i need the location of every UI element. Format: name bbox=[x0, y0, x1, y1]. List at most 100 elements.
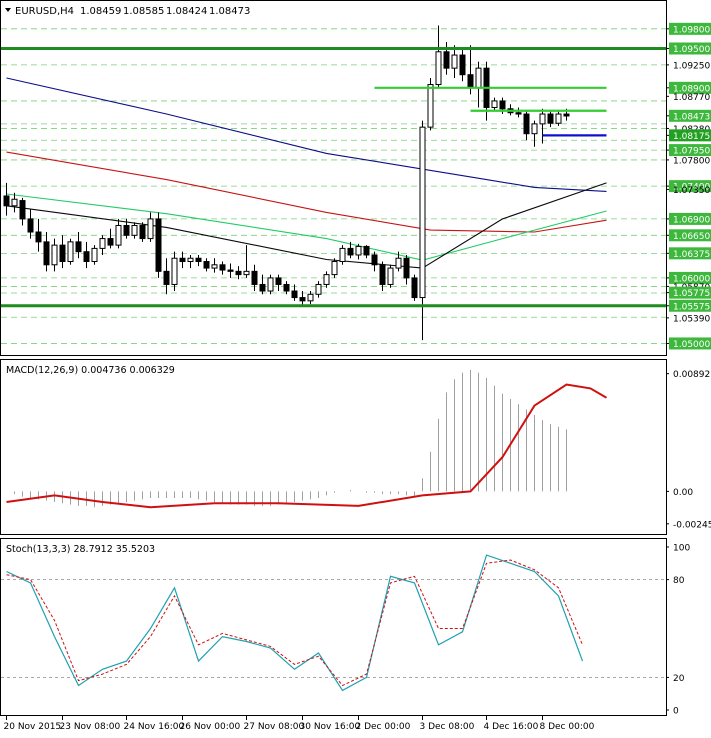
candle-body bbox=[443, 51, 450, 69]
candle-body bbox=[235, 270, 242, 276]
candle-body bbox=[179, 257, 186, 263]
price-tick-highlight bbox=[669, 180, 711, 193]
candle-body bbox=[211, 264, 218, 269]
time-tick-label: 27 Nov 08:00 bbox=[244, 722, 305, 732]
candle-body bbox=[355, 245, 362, 256]
candle-body bbox=[259, 283, 266, 292]
symbol-dropdown-icon[interactable] bbox=[5, 8, 11, 12]
macd-tick-label: -0.002455 bbox=[673, 520, 711, 530]
time-tick-label: 30 Nov 16:00 bbox=[300, 722, 361, 732]
candle-body bbox=[155, 218, 162, 272]
candle-body bbox=[251, 270, 258, 285]
macd-axis: 0.00892 0.00 -0.002455 bbox=[666, 370, 711, 530]
candle-body bbox=[499, 100, 506, 110]
price-tick-label: 1.06650 bbox=[673, 232, 710, 242]
candle-body bbox=[115, 224, 122, 246]
price-tick-label: 1.07400 bbox=[673, 183, 710, 193]
candle-body bbox=[195, 257, 202, 263]
candle-body bbox=[163, 270, 170, 285]
price-tick-label: 1.05390 bbox=[673, 314, 710, 324]
stochastic-label: Stoch(13,3,3) 28.7912 35.5203 bbox=[6, 544, 155, 555]
macd-label: MACD(12,26,9) 0.004736 0.006329 bbox=[6, 365, 175, 376]
candle-body bbox=[403, 257, 410, 279]
price-tick-label: 1.05575 bbox=[673, 302, 710, 312]
candle-body bbox=[43, 241, 50, 266]
candle-body bbox=[371, 254, 378, 266]
macd-tick-label: 0.00 bbox=[673, 488, 693, 498]
candle-body bbox=[267, 277, 274, 292]
price-tick-label: 1.05000 bbox=[673, 340, 710, 350]
price-tick-label: 1.06900 bbox=[673, 215, 710, 225]
candle-body bbox=[363, 245, 370, 256]
candle-body bbox=[347, 247, 354, 256]
price-tick-highlight bbox=[669, 286, 711, 299]
stoch-panel-frame bbox=[0, 538, 667, 716]
symbol-label: EURUSD,H4 bbox=[15, 6, 74, 17]
candle-body bbox=[219, 264, 226, 271]
candle-body bbox=[91, 247, 98, 263]
candle-body bbox=[291, 290, 298, 299]
candle-body bbox=[451, 54, 458, 69]
horizontal-levels bbox=[1, 46, 666, 308]
candle-body bbox=[427, 84, 434, 128]
candle-body bbox=[275, 277, 282, 285]
time-tick-label: 26 Nov 00:00 bbox=[180, 722, 241, 732]
price-tick-highlight bbox=[669, 247, 711, 260]
candle-body bbox=[75, 241, 82, 253]
time-tick-label: 4 Dec 16:00 bbox=[484, 722, 539, 732]
time-tick-label: 8 Dec 00:00 bbox=[540, 722, 595, 732]
candle-body bbox=[523, 113, 530, 135]
low-value: 1.08424 bbox=[166, 6, 207, 17]
price-tick-label: 1.08473 bbox=[673, 112, 710, 122]
candle-body bbox=[395, 257, 402, 269]
candle-body bbox=[147, 218, 154, 240]
candle-body bbox=[27, 218, 34, 233]
stochastic-plot bbox=[1, 554, 666, 692]
candle-body bbox=[171, 257, 178, 285]
candle-body bbox=[19, 200, 26, 220]
candle-body bbox=[531, 123, 538, 135]
stoch-tick-label: 20 bbox=[673, 674, 685, 684]
candle-body bbox=[3, 195, 10, 207]
candle-body bbox=[475, 67, 482, 89]
price-tick-highlight bbox=[669, 337, 711, 350]
macd-signal-line bbox=[6, 383, 608, 509]
high-value: 1.08585 bbox=[123, 6, 164, 17]
candle-body bbox=[99, 238, 106, 249]
price-tick-highlight bbox=[669, 271, 711, 284]
price-tick-label: 1.05775 bbox=[673, 289, 710, 299]
candle-body bbox=[187, 257, 194, 263]
candle-body bbox=[203, 261, 210, 269]
price-grid-lines bbox=[1, 28, 666, 344]
price-tick-label: 1.08175 bbox=[673, 132, 710, 142]
stoch-tick-label: 80 bbox=[673, 576, 685, 586]
candle-body bbox=[515, 112, 522, 115]
candle-body bbox=[315, 283, 322, 295]
price-tick-label: 1.08900 bbox=[673, 84, 710, 94]
stoch-tick-label: 0 bbox=[673, 707, 679, 717]
price-tick-highlight bbox=[669, 229, 711, 242]
price-tick-highlight bbox=[669, 22, 711, 35]
moving-average-line bbox=[6, 77, 607, 192]
candle-body bbox=[299, 297, 306, 302]
price-tick-highlight bbox=[669, 81, 711, 94]
candle-body bbox=[563, 113, 570, 117]
macd-plot bbox=[6, 369, 608, 509]
candle-body bbox=[387, 267, 394, 285]
stochastic-axis: 100 80 20 0 bbox=[666, 544, 690, 717]
candle-body bbox=[491, 100, 498, 108]
time-tick-label: 2 Dec 00:00 bbox=[356, 722, 411, 732]
candle-body bbox=[419, 126, 426, 299]
price-tick-highlight bbox=[669, 299, 711, 312]
candle-body bbox=[307, 293, 314, 302]
price-panel-frame bbox=[0, 0, 667, 356]
candle-body bbox=[555, 113, 562, 124]
candle-body bbox=[51, 244, 58, 266]
time-tick-label: 20 Nov 2015 bbox=[4, 722, 62, 732]
price-tick-label: 1.06000 bbox=[673, 274, 710, 284]
moving-average-line bbox=[6, 151, 607, 233]
candle-body bbox=[459, 54, 466, 76]
